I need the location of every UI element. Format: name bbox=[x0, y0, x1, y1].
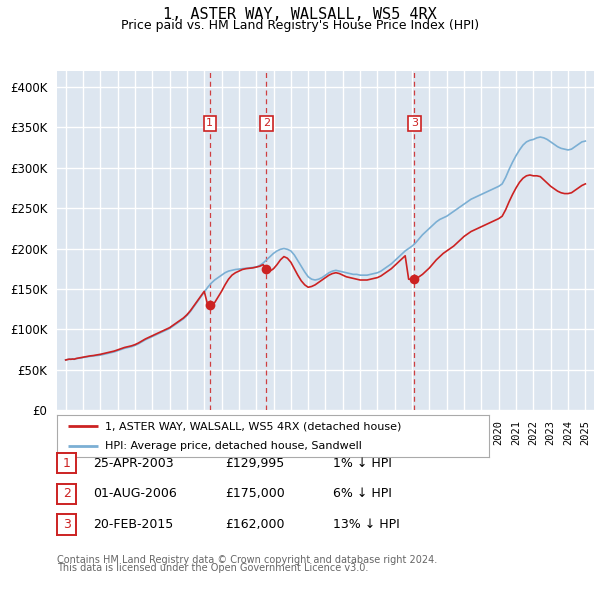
Text: £162,000: £162,000 bbox=[225, 518, 284, 531]
Text: 6% ↓ HPI: 6% ↓ HPI bbox=[333, 487, 392, 500]
Text: Contains HM Land Registry data © Crown copyright and database right 2024.: Contains HM Land Registry data © Crown c… bbox=[57, 555, 437, 565]
Text: £129,995: £129,995 bbox=[225, 457, 284, 470]
Text: 1% ↓ HPI: 1% ↓ HPI bbox=[333, 457, 392, 470]
Text: 1, ASTER WAY, WALSALL, WS5 4RX (detached house): 1, ASTER WAY, WALSALL, WS5 4RX (detached… bbox=[104, 421, 401, 431]
Text: 1: 1 bbox=[62, 457, 71, 470]
Text: Price paid vs. HM Land Registry's House Price Index (HPI): Price paid vs. HM Land Registry's House … bbox=[121, 19, 479, 32]
Text: 1: 1 bbox=[206, 119, 213, 128]
Text: HPI: Average price, detached house, Sandwell: HPI: Average price, detached house, Sand… bbox=[104, 441, 361, 451]
Text: 20-FEB-2015: 20-FEB-2015 bbox=[93, 518, 173, 531]
Text: 1, ASTER WAY, WALSALL, WS5 4RX: 1, ASTER WAY, WALSALL, WS5 4RX bbox=[163, 7, 437, 22]
Text: 25-APR-2003: 25-APR-2003 bbox=[93, 457, 173, 470]
Text: £175,000: £175,000 bbox=[225, 487, 285, 500]
Text: 2: 2 bbox=[263, 119, 270, 128]
Text: 3: 3 bbox=[411, 119, 418, 128]
Text: This data is licensed under the Open Government Licence v3.0.: This data is licensed under the Open Gov… bbox=[57, 563, 368, 573]
Text: 13% ↓ HPI: 13% ↓ HPI bbox=[333, 518, 400, 531]
Text: 2: 2 bbox=[62, 487, 71, 500]
Text: 01-AUG-2006: 01-AUG-2006 bbox=[93, 487, 177, 500]
Text: 3: 3 bbox=[62, 518, 71, 531]
